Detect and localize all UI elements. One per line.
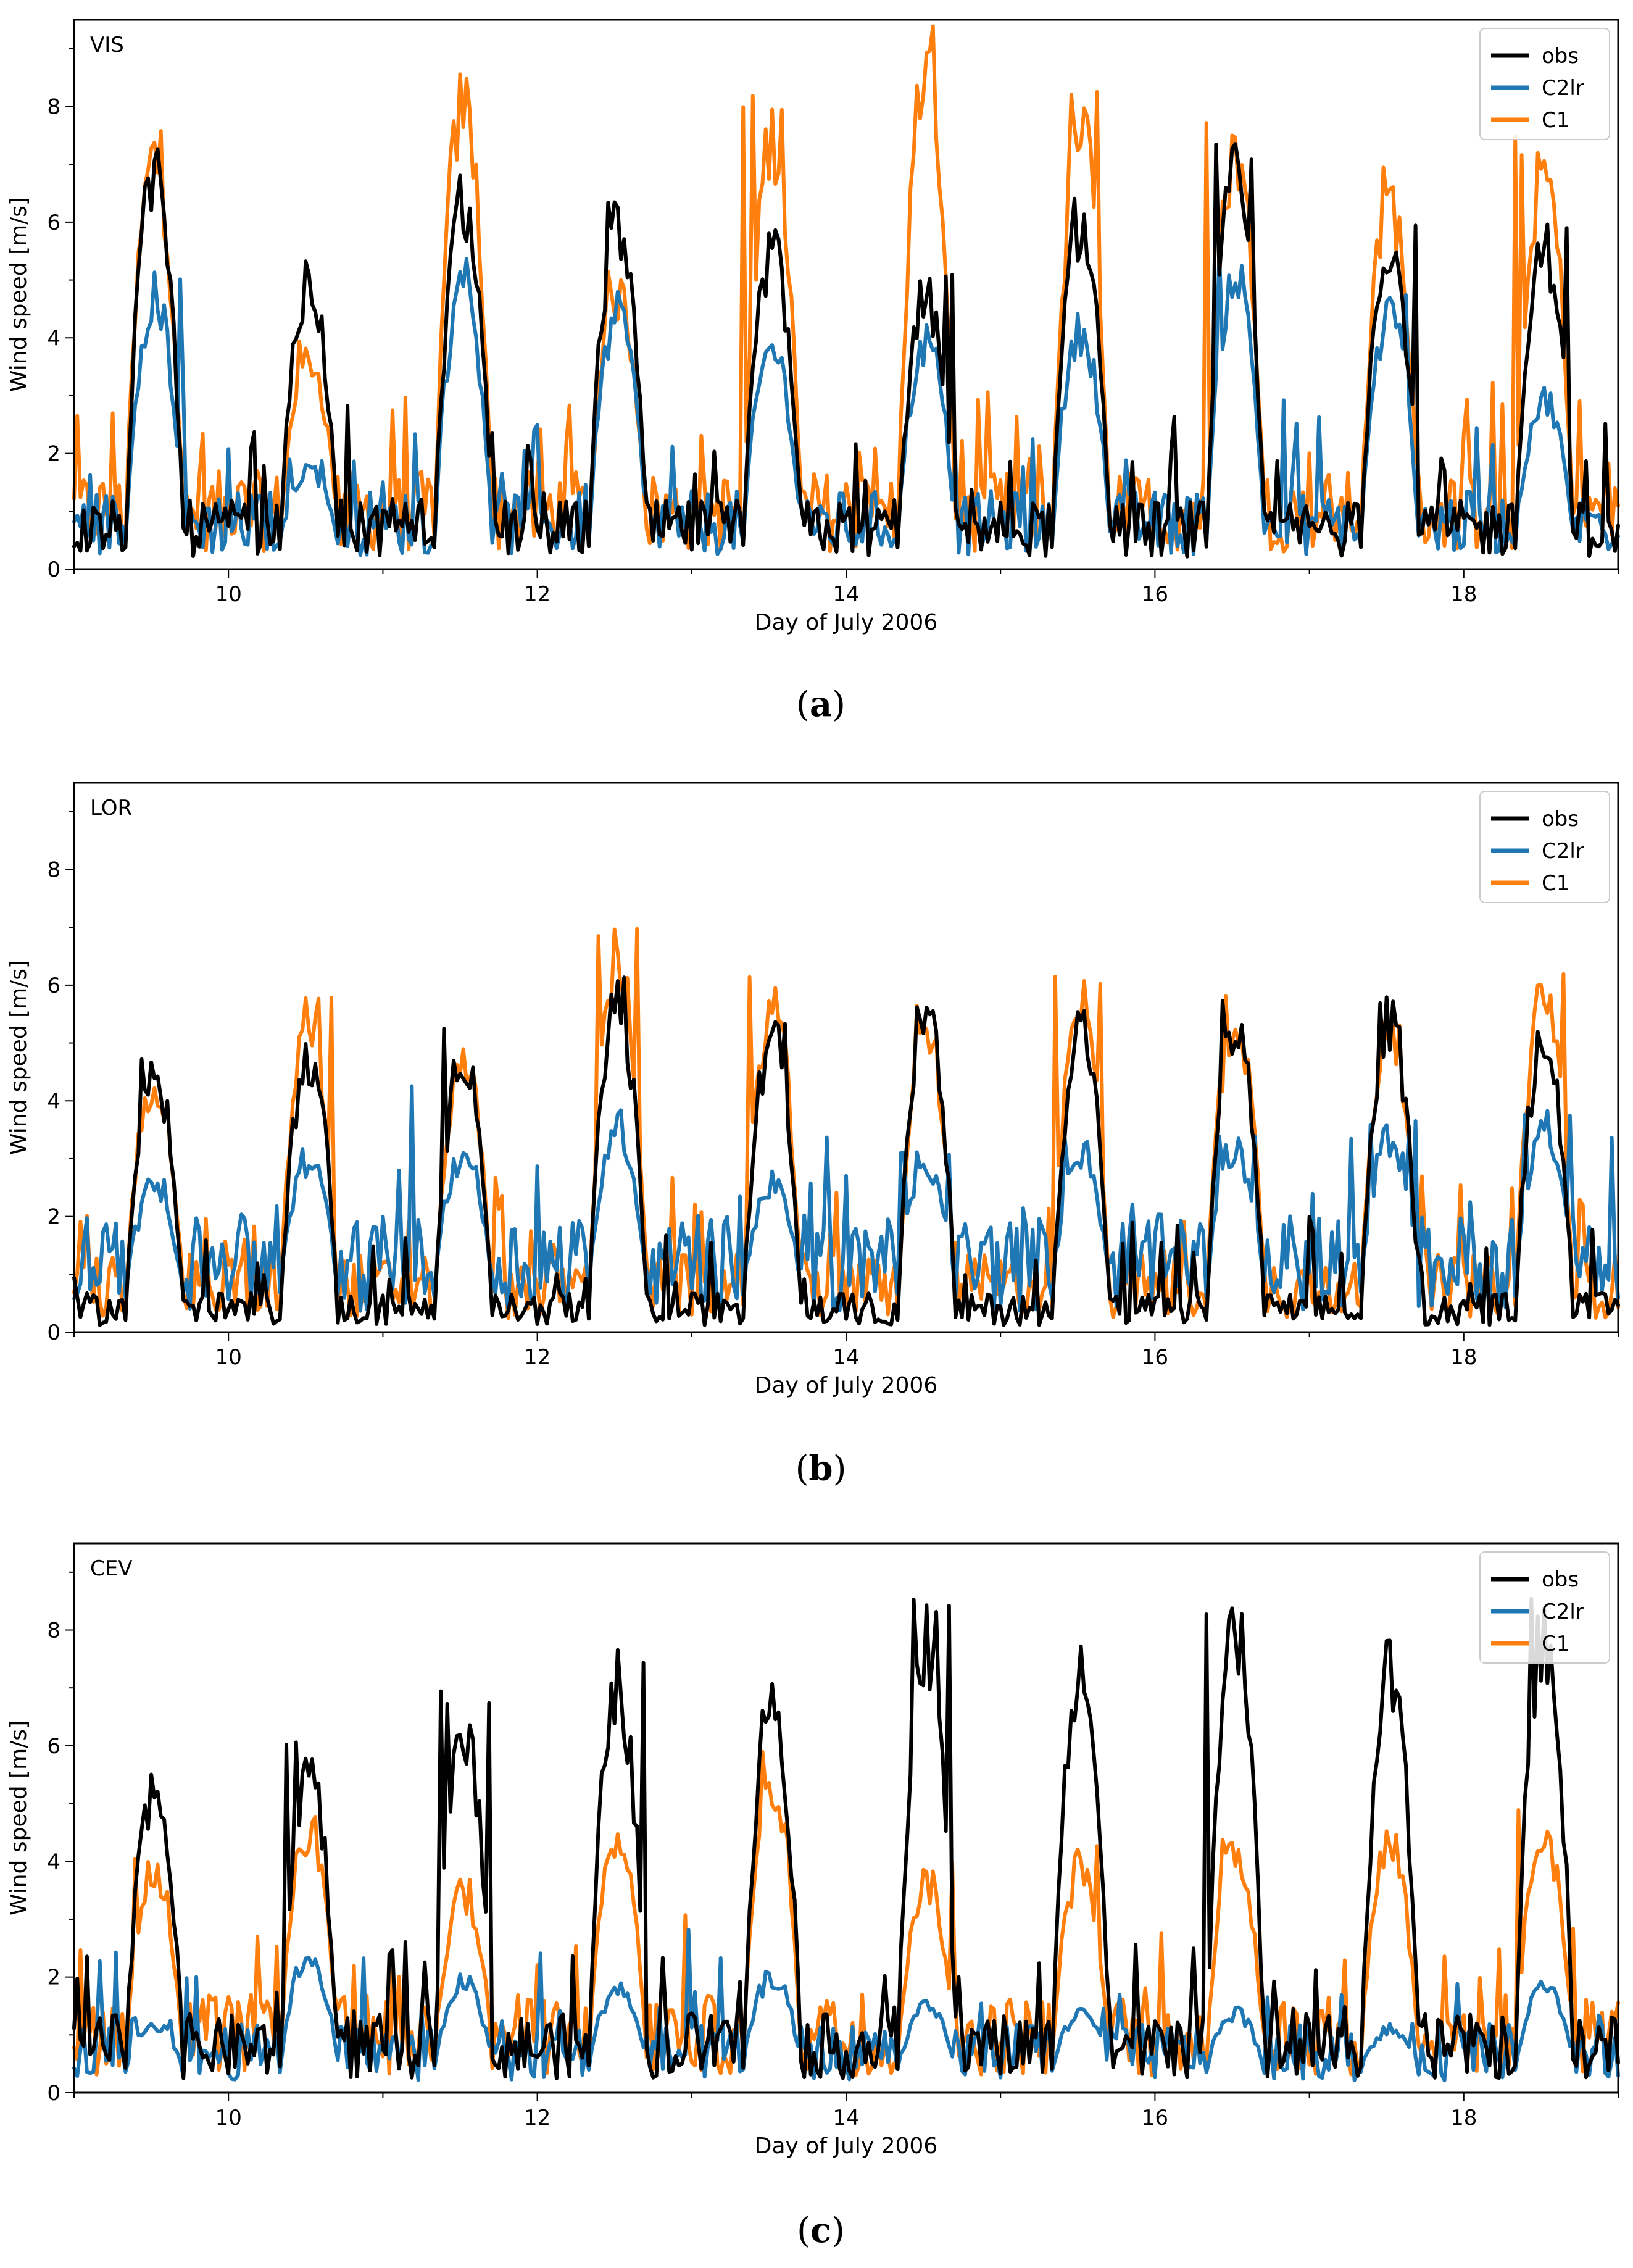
- x-tick-label: 12: [524, 1345, 551, 1370]
- caption: (b): [796, 1448, 847, 1489]
- y-tick-label: 8: [47, 95, 60, 120]
- x-tick-label: 14: [833, 582, 859, 607]
- chart-cev: 10 12 14 16 18 0 2 4 6 8 CEV Day of July 2006 Win…: [6, 1542, 1620, 2251]
- chart-vis: 10 12 14 16 18 0 2 4 6 8 VIS Day of July 2006 Win…: [6, 19, 1620, 725]
- series-layer: [72, 927, 1620, 1327]
- x-tick-label: 14: [833, 2106, 859, 2130]
- y-tick-label: 2: [47, 1205, 60, 1230]
- y-tick-label: 0: [47, 557, 60, 582]
- plot-area: [74, 1543, 1618, 2093]
- x-tick-label: 18: [1450, 582, 1477, 607]
- x-tick-label: 12: [524, 2106, 551, 2130]
- station-label: VIS: [90, 33, 124, 57]
- series-line-obs: [72, 1596, 1620, 2080]
- y-tick-label: 2: [47, 442, 60, 467]
- legend-label-obs: obs: [1542, 44, 1579, 69]
- legend: obs C2lr C1: [1479, 1551, 1610, 1664]
- y-tick-label: 8: [47, 858, 60, 883]
- y-tick-label: 4: [47, 1089, 60, 1114]
- x-tick-label: 18: [1450, 1345, 1477, 1370]
- station-label: LOR: [90, 796, 132, 820]
- legend-label-obs: obs: [1542, 1567, 1579, 1592]
- y-tick-label: 6: [47, 211, 60, 235]
- plot-frame: [73, 1542, 1619, 2094]
- x-tick-label: 16: [1142, 1345, 1168, 1370]
- series-line-obs: [72, 142, 1620, 559]
- y-tick-label: 6: [47, 973, 60, 998]
- y-axis-title: Wind speed [m/s]: [6, 197, 31, 392]
- legend: obs C2lr C1: [1479, 791, 1610, 903]
- legend-label-obs: obs: [1542, 807, 1579, 832]
- x-tick-label: 10: [215, 2106, 242, 2130]
- caption-letter: b: [808, 1448, 833, 1489]
- y-tick-label: 6: [47, 1734, 60, 1759]
- x-tick-label: 16: [1142, 2106, 1168, 2130]
- y-tick-label: 4: [47, 326, 60, 351]
- series-line-obs: [72, 975, 1620, 1327]
- legend: obs C2lr C1: [1479, 28, 1610, 140]
- caption-letter: c: [810, 2210, 831, 2251]
- y-tick-label: 0: [47, 1320, 60, 1345]
- y-tick-label: 4: [47, 1849, 60, 1874]
- legend-label-c1: C1: [1542, 1632, 1569, 1656]
- x-tick-label: 14: [833, 1345, 859, 1370]
- x-tick-label: 10: [215, 1345, 242, 1370]
- legend-label-c2lr: C2lr: [1542, 1599, 1584, 1624]
- series-layer: [72, 1596, 1620, 2083]
- axis-ticks: 10 12 14 16 18 0 2 4 6 8: [47, 1571, 1619, 2130]
- x-tick-label: 16: [1142, 582, 1168, 607]
- x-axis-title: Day of July 2006: [755, 2133, 937, 2159]
- y-axis-title: Wind speed [m/s]: [6, 960, 31, 1155]
- caption: (c): [797, 2210, 845, 2251]
- axis-ticks: 10 12 14 16 18 0 2 4 6 8: [47, 811, 1619, 1370]
- caption: (a): [796, 684, 846, 725]
- axis-ticks: 10 12 14 16 18 0 2 4 6 8: [47, 48, 1619, 607]
- chart-lor: 10 12 14 16 18 0 2 4 6 8 LOR Day of July 2006 Win…: [6, 782, 1620, 1489]
- x-axis-title: Day of July 2006: [755, 1373, 937, 1398]
- plot-frame: [73, 782, 1619, 1333]
- y-tick-label: 2: [47, 1966, 60, 1990]
- caption-letter: a: [810, 684, 832, 725]
- legend-label-c2lr: C2lr: [1542, 839, 1584, 864]
- x-tick-label: 18: [1450, 2106, 1477, 2130]
- plot-frame: [73, 19, 1619, 570]
- x-axis-title: Day of July 2006: [755, 610, 937, 635]
- station-label: CEV: [90, 1556, 132, 1581]
- series-layer: [72, 24, 1620, 559]
- y-tick-label: 8: [47, 1619, 60, 1643]
- x-tick-label: 10: [215, 582, 242, 607]
- y-axis-title: Wind speed [m/s]: [6, 1720, 31, 1916]
- legend-label-c1: C1: [1542, 871, 1569, 896]
- y-tick-label: 0: [47, 2081, 60, 2106]
- legend-label-c1: C1: [1542, 108, 1569, 133]
- x-tick-label: 12: [524, 582, 551, 607]
- legend-label-c2lr: C2lr: [1542, 76, 1584, 101]
